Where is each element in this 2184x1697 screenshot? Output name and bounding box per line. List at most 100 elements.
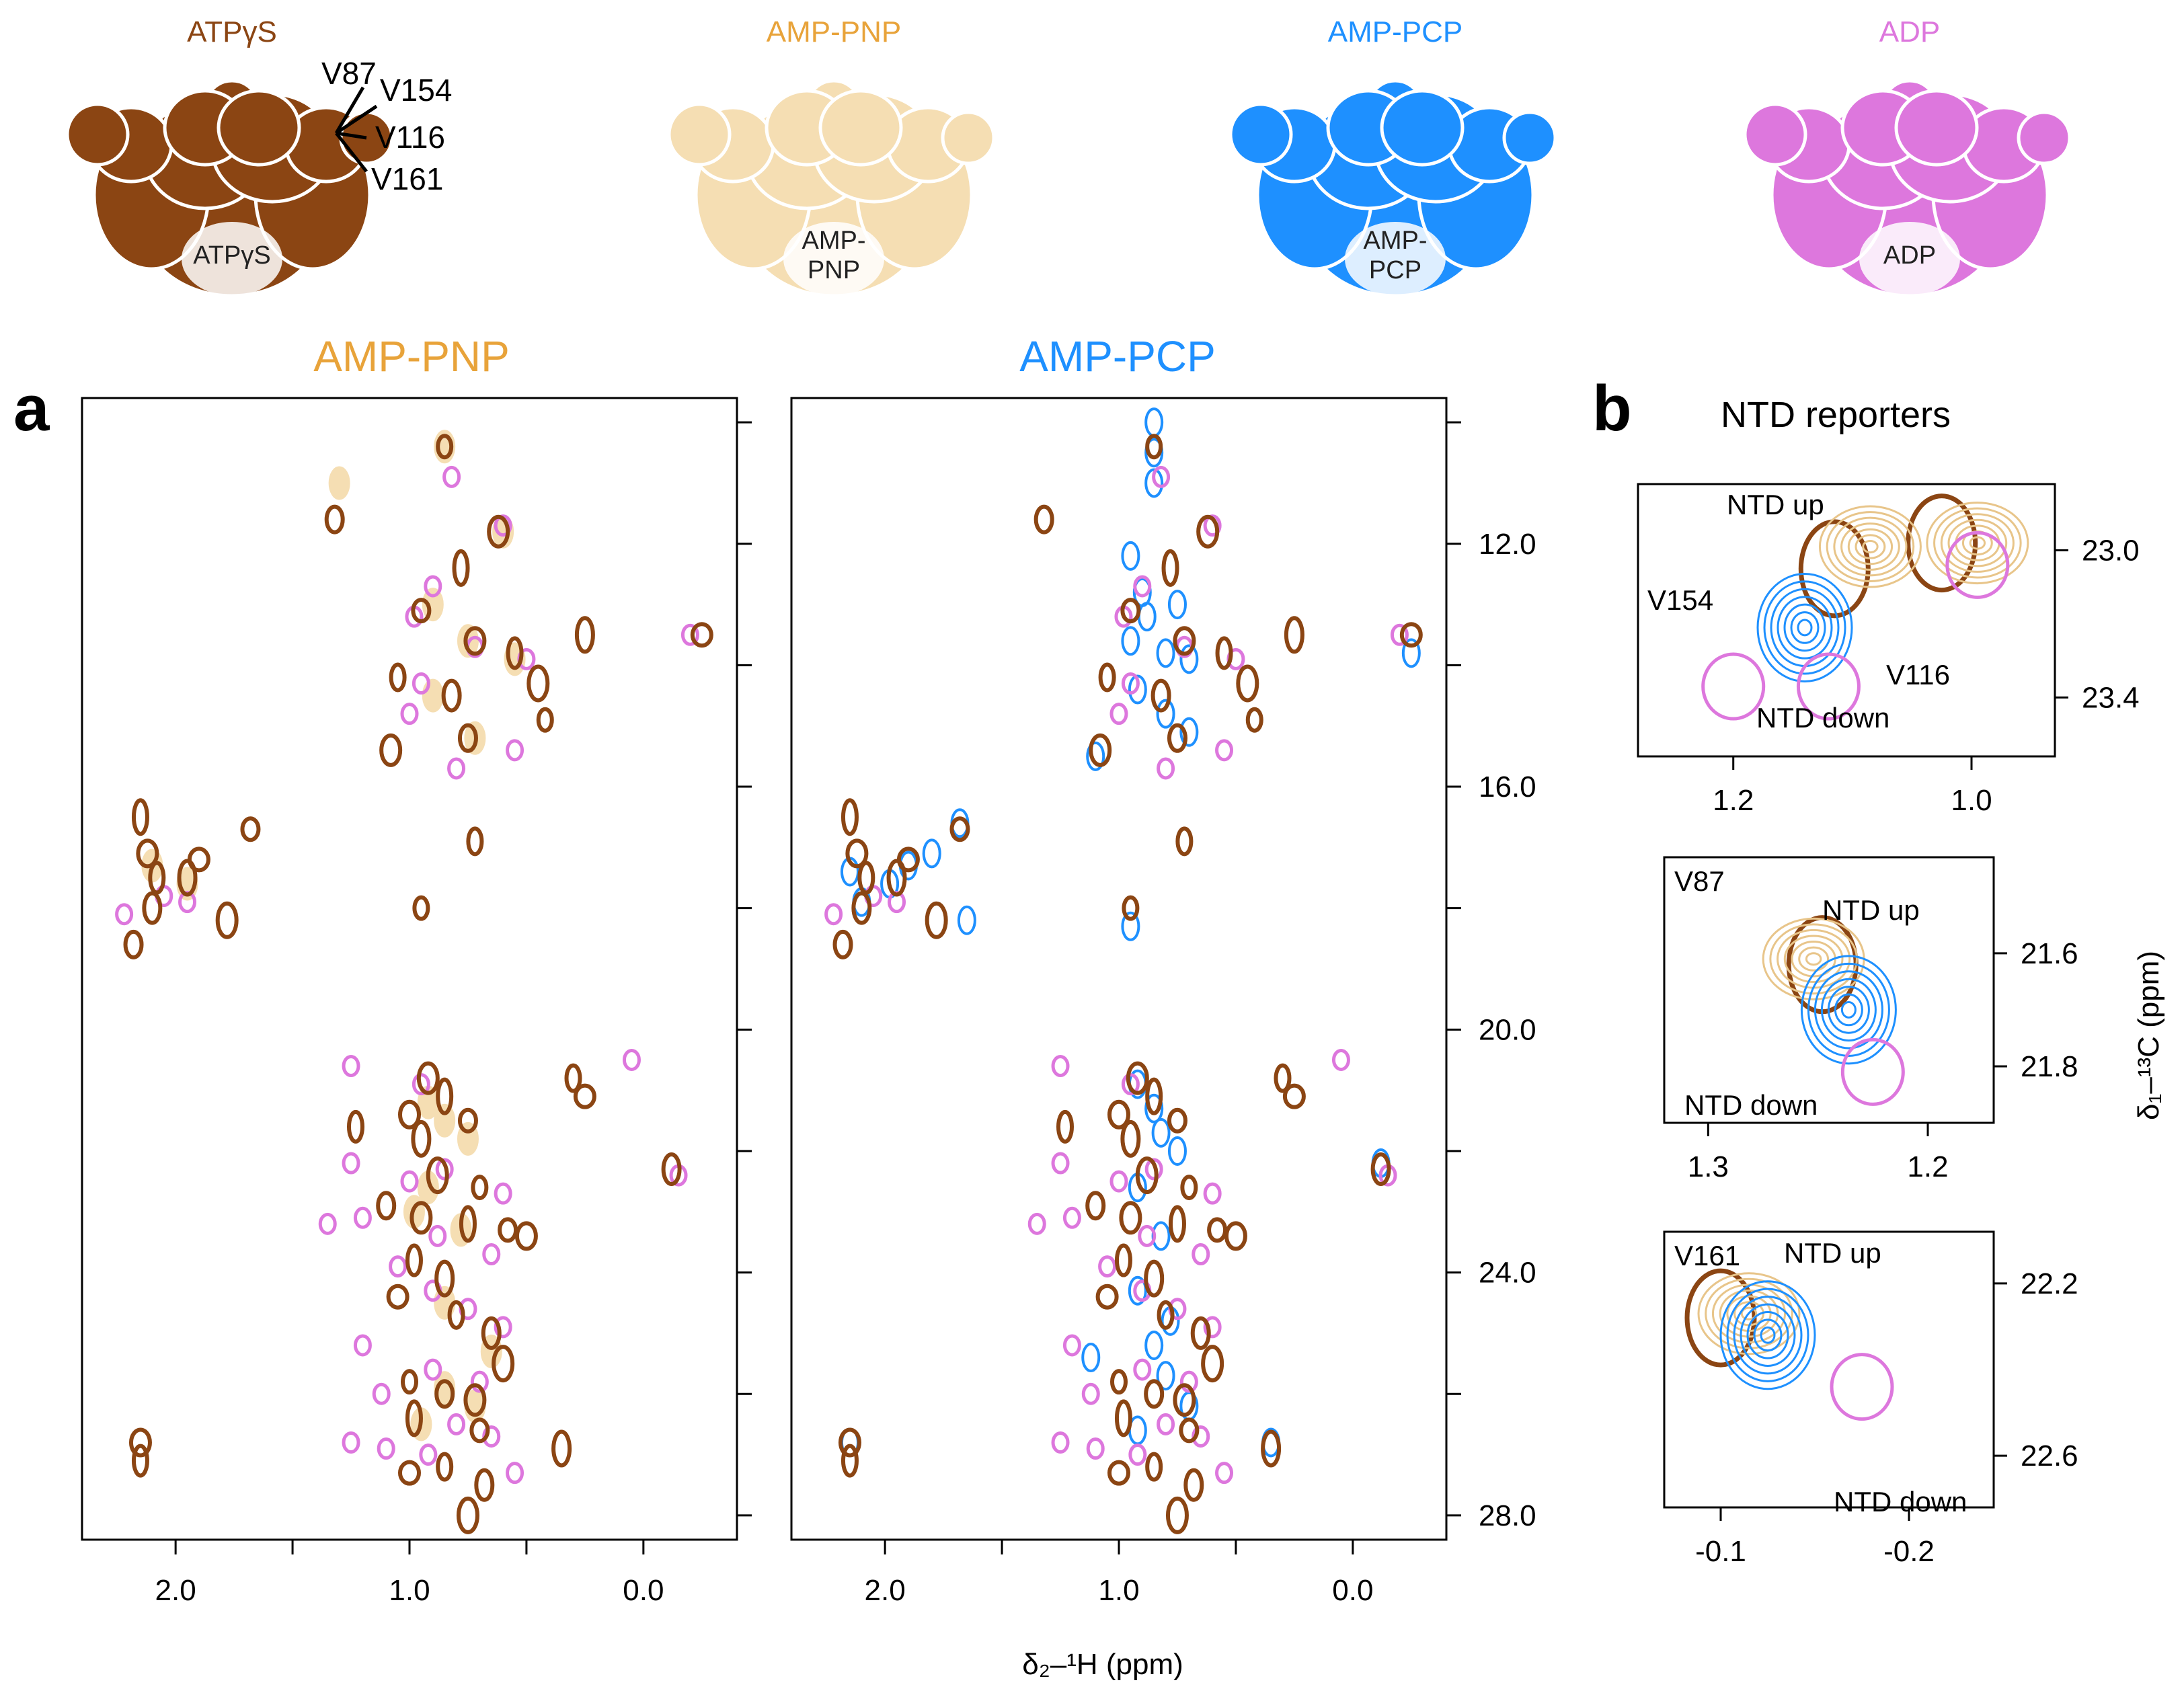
peak-atpgs: [452, 549, 470, 587]
peak-adp: [1081, 1382, 1100, 1405]
inset-annotation: V116: [1886, 659, 1950, 690]
contour-amppnp: [1798, 946, 1830, 972]
contour-adp: [1701, 652, 1766, 721]
contour-amppcp: [1719, 1280, 1816, 1390]
peak-amppcp: [1144, 438, 1164, 468]
inset-annotation: NTD up: [1784, 1237, 1881, 1269]
contour-amppnp: [1862, 539, 1879, 554]
peak-atpgs: [148, 861, 166, 895]
peak-atpgs: [1114, 1243, 1132, 1277]
contour-amppcp: [1777, 596, 1833, 660]
peak-atpgs: [1089, 733, 1112, 767]
x-tick-label: -0.1: [1695, 1535, 1746, 1568]
residue-callouts: V87 V154 V116 V161: [321, 56, 452, 196]
peak-atpgs: [661, 1152, 682, 1187]
complex-amppnp: AMP-PNP AMP-PNP: [667, 15, 996, 298]
inset-annotation: NTD up: [1727, 489, 1824, 520]
peak-adp: [372, 1382, 391, 1405]
peak-atpgs: [324, 504, 345, 535]
contour-amppcp: [1820, 978, 1877, 1042]
peak-atpgs: [1150, 678, 1171, 713]
subunit-blob: [818, 89, 903, 167]
contour-amppnp: [1705, 1277, 1793, 1349]
peak-amppcp: [1156, 1361, 1175, 1391]
peak-atpgs: [131, 798, 149, 836]
complex-title: AMP-PNP: [767, 15, 901, 48]
peak-adp: [377, 1437, 395, 1460]
peak-atpgs: [574, 616, 595, 654]
peak-adp: [1138, 1224, 1157, 1247]
ligand-pocket: [783, 222, 884, 296]
peak-atpgs: [1282, 1083, 1306, 1109]
contour-amppnp: [1926, 502, 2029, 585]
x-tick-label: 1.0: [1098, 1574, 1139, 1607]
peak-amppcp: [1401, 638, 1421, 668]
peak-atpgs: [463, 626, 487, 656]
peak-amppcp: [957, 905, 976, 935]
peak-adp: [400, 703, 419, 725]
peak-atpgs: [1284, 616, 1304, 654]
contour-amppnp: [1719, 1289, 1779, 1338]
peak-amppnp: [434, 1103, 456, 1138]
peak-atpgs: [1034, 504, 1054, 535]
peak-atpgs: [474, 1468, 495, 1502]
peak-amppcp: [1144, 407, 1164, 438]
peak-atpgs: [886, 859, 907, 897]
peak-adp: [470, 1370, 489, 1393]
peak-atpgs: [551, 1429, 572, 1468]
peak-atpgs: [441, 678, 462, 713]
y-tick-label: 12.0: [1479, 528, 1536, 561]
inset-ntd-reporters: 1.2 1.0 23.0 23.4 NTD up V154 V116 NTD down: [1637, 483, 2140, 817]
peak-atpgs: [1261, 1429, 1282, 1468]
peak-atpgs: [1168, 1205, 1186, 1243]
inset-frame: [1663, 856, 1995, 1124]
peak-atpgs: [1107, 1099, 1130, 1130]
peak-adp: [1157, 757, 1175, 780]
peak-atpgs: [1175, 826, 1194, 857]
peak-atpgs: [845, 838, 869, 869]
peak-atpgs: [1144, 1379, 1165, 1409]
peak-atpgs: [492, 1345, 515, 1383]
peak-atpgs: [487, 514, 510, 549]
subunit-blob: [1228, 102, 1293, 167]
peak-atpgs: [1135, 1156, 1159, 1195]
peak-atpgs: [526, 664, 550, 703]
x-tick-label: 0.0: [1332, 1574, 1373, 1607]
contour-amppcp: [1726, 1288, 1809, 1382]
peak-adp: [1144, 1158, 1163, 1181]
peak-atpgs: [398, 1099, 421, 1130]
peak-amppcp: [1121, 541, 1140, 571]
peak-atpgs: [131, 1444, 149, 1478]
peak-adp: [1215, 739, 1234, 762]
contour-amppnp: [1697, 1272, 1801, 1355]
peak-adp: [389, 1255, 407, 1278]
peak-atpgs: [1215, 636, 1233, 670]
peak-atpgs: [1399, 622, 1423, 648]
peak-atpgs: [187, 846, 210, 873]
peak-atpgs: [1122, 895, 1140, 921]
peak-atpgs: [949, 816, 970, 842]
spectrum-amppnp: 2.0 1.0 0.0: [81, 397, 752, 1607]
peak-atpgs: [1173, 1383, 1196, 1417]
inset-peaks: [1684, 1268, 1894, 1421]
peak-adp: [1203, 1182, 1222, 1205]
peak-adp: [442, 465, 461, 488]
peak-atpgs: [389, 662, 407, 693]
peak-adp: [1133, 1358, 1152, 1381]
peak-atpgs: [841, 798, 859, 836]
peak-adp: [1215, 1462, 1234, 1485]
complex-title: ADP: [1879, 15, 1940, 48]
ligand-pocket: [1859, 222, 1960, 296]
contour-adp: [1945, 530, 2010, 599]
ligand-label: AMP-: [1364, 227, 1428, 255]
peak-atpgs: [426, 1156, 449, 1195]
inset-frame: [1663, 1230, 1995, 1509]
peak-adp: [447, 1413, 466, 1435]
subunit-blob: [65, 102, 130, 167]
peak-amppnp: [422, 678, 444, 713]
inset-v161: -0.1 -0.2 22.2 22.6 V161 NTD up NTD down: [1663, 1230, 2078, 1568]
peak-atpgs: [690, 622, 713, 648]
plot-frame: [790, 397, 1448, 1541]
peak-atpgs: [925, 901, 948, 939]
peak-adp: [1192, 1243, 1210, 1265]
